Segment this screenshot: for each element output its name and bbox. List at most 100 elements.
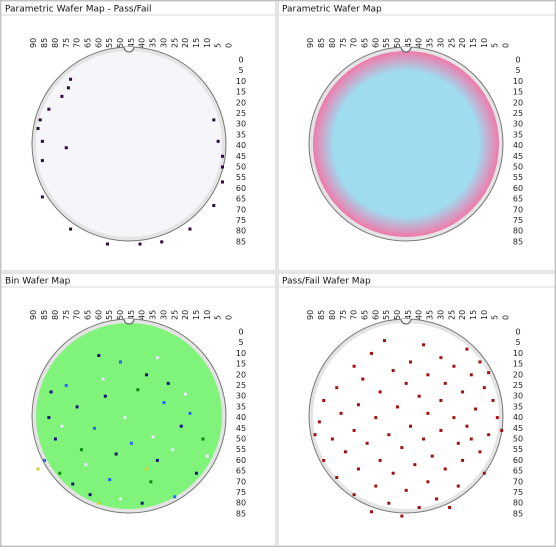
y-tick-label: 25	[236, 381, 246, 390]
die	[469, 437, 473, 441]
x-tick-label: 60	[371, 310, 380, 320]
x-tick-label: 85	[40, 38, 49, 48]
y-tick-label: 50	[513, 163, 523, 172]
die	[404, 381, 408, 385]
y-tick-label: 85	[236, 509, 246, 518]
x-tick-label: 90	[29, 38, 38, 48]
y-tick-label: 70	[236, 477, 246, 486]
panel-title: Pass/Fail Wafer Map	[282, 277, 371, 287]
die	[47, 107, 51, 111]
die	[478, 450, 482, 454]
y-tick-label: 45	[236, 424, 246, 433]
die	[409, 424, 413, 428]
die	[149, 480, 153, 484]
x-tick-label: 20	[458, 310, 467, 320]
y-tick-label: 10	[513, 349, 523, 358]
die	[404, 488, 408, 492]
y-tick-label: 55	[236, 445, 246, 454]
y-tick-label: 65	[513, 195, 523, 204]
y-tick-label: 40	[236, 413, 246, 422]
x-tick-label: 70	[350, 38, 359, 48]
die	[409, 360, 413, 364]
x-tick-label: 10	[480, 38, 489, 48]
y-tick-label: 80	[236, 227, 246, 236]
x-tick-label: 0	[502, 43, 511, 48]
x-tick-label: 40	[138, 38, 147, 48]
die	[194, 471, 198, 475]
x-tick-label: 40	[138, 310, 147, 320]
x-tick-label: 65	[360, 310, 369, 320]
die	[482, 386, 486, 390]
die	[173, 495, 177, 499]
die	[69, 77, 73, 81]
x-tick-label: 0	[502, 315, 511, 320]
x-tick-label: 40	[415, 310, 424, 320]
die	[145, 467, 149, 471]
die	[220, 154, 224, 158]
x-tick-label: 10	[480, 310, 489, 320]
y-tick-label: 20	[513, 98, 523, 107]
die	[43, 458, 47, 462]
die	[212, 118, 216, 122]
x-tick-label: 40	[415, 38, 424, 48]
wafer-notch	[123, 318, 135, 325]
die	[452, 416, 456, 420]
die	[220, 165, 224, 169]
panel-title: Parametric Wafer Map - Pass/Fail	[5, 5, 151, 15]
die	[413, 463, 417, 467]
die	[439, 398, 443, 402]
die	[69, 227, 73, 231]
y-tick-label: 5	[238, 66, 243, 75]
die	[491, 398, 495, 402]
x-tick-label: 75	[339, 38, 348, 48]
y-tick-label: 85	[236, 237, 246, 246]
die	[426, 480, 430, 484]
die	[220, 180, 224, 184]
y-tick-label: 65	[236, 195, 246, 204]
die	[352, 428, 356, 432]
wafer-notch	[123, 46, 135, 53]
x-tick-label: 75	[62, 310, 71, 320]
die	[426, 411, 430, 415]
die	[335, 476, 339, 480]
wafer-notch	[400, 46, 412, 53]
x-tick-label: 45	[127, 38, 136, 48]
die	[313, 433, 317, 437]
die	[212, 204, 216, 208]
die	[448, 505, 452, 509]
x-tick-label: 45	[404, 310, 413, 320]
x-tick-label: 20	[181, 310, 190, 320]
x-tick-label: 80	[51, 38, 60, 48]
die	[136, 388, 140, 392]
y-tick-label: 75	[513, 488, 523, 497]
die	[64, 384, 68, 387]
die	[400, 514, 404, 518]
die	[151, 435, 155, 439]
x-tick-label: 50	[116, 38, 125, 48]
die	[75, 405, 79, 409]
x-tick-label: 70	[350, 310, 359, 320]
die	[422, 343, 426, 347]
die	[387, 433, 391, 437]
x-tick-label: 60	[94, 38, 103, 48]
y-tick-label: 35	[513, 402, 523, 411]
x-tick-label: 50	[116, 310, 125, 320]
x-tick-label: 35	[149, 38, 158, 48]
y-tick-label: 30	[513, 392, 523, 401]
y-tick-label: 80	[236, 499, 246, 508]
y-tick-label: 70	[513, 477, 523, 486]
y-tick-label: 25	[513, 109, 523, 118]
die	[322, 458, 326, 462]
die	[114, 452, 118, 456]
die	[330, 437, 334, 441]
die	[439, 428, 443, 432]
y-tick-label: 0	[238, 56, 243, 65]
y-tick-label: 40	[513, 141, 523, 150]
x-tick-label: 70	[73, 38, 82, 48]
die	[171, 448, 175, 452]
die	[422, 437, 426, 441]
y-tick-label: 55	[513, 173, 523, 182]
x-tick-label: 65	[83, 310, 92, 320]
y-tick-label: 20	[236, 98, 246, 107]
